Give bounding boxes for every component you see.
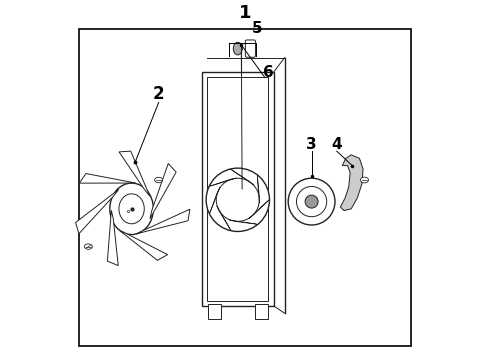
Bar (202, 72, 274, 306)
Text: 3: 3 (306, 136, 317, 152)
Polygon shape (209, 187, 220, 214)
Text: 4: 4 (332, 136, 342, 152)
Polygon shape (136, 209, 190, 234)
Ellipse shape (119, 194, 144, 224)
Bar (79, 29, 411, 346)
Circle shape (305, 195, 318, 208)
Ellipse shape (84, 244, 92, 249)
Circle shape (216, 178, 259, 221)
Polygon shape (79, 174, 136, 183)
Bar (208, 304, 221, 319)
Polygon shape (107, 210, 118, 266)
Circle shape (296, 186, 327, 217)
Polygon shape (217, 206, 231, 231)
Polygon shape (341, 155, 363, 211)
FancyBboxPatch shape (245, 40, 255, 57)
Text: 6: 6 (263, 64, 274, 80)
Bar (255, 304, 268, 319)
Polygon shape (248, 199, 270, 219)
Ellipse shape (233, 42, 242, 55)
Text: 1: 1 (239, 4, 251, 22)
Polygon shape (229, 220, 258, 224)
Polygon shape (209, 178, 237, 186)
Polygon shape (150, 163, 176, 219)
Circle shape (206, 168, 270, 231)
Circle shape (288, 178, 335, 225)
Text: 2: 2 (153, 85, 165, 103)
Bar (207, 77, 269, 301)
Ellipse shape (110, 183, 153, 235)
Polygon shape (75, 189, 119, 234)
Polygon shape (230, 169, 254, 185)
Polygon shape (119, 230, 168, 260)
Text: 5: 5 (252, 21, 263, 36)
Polygon shape (119, 151, 150, 196)
Ellipse shape (361, 177, 368, 183)
Polygon shape (257, 175, 259, 203)
Ellipse shape (155, 177, 163, 183)
